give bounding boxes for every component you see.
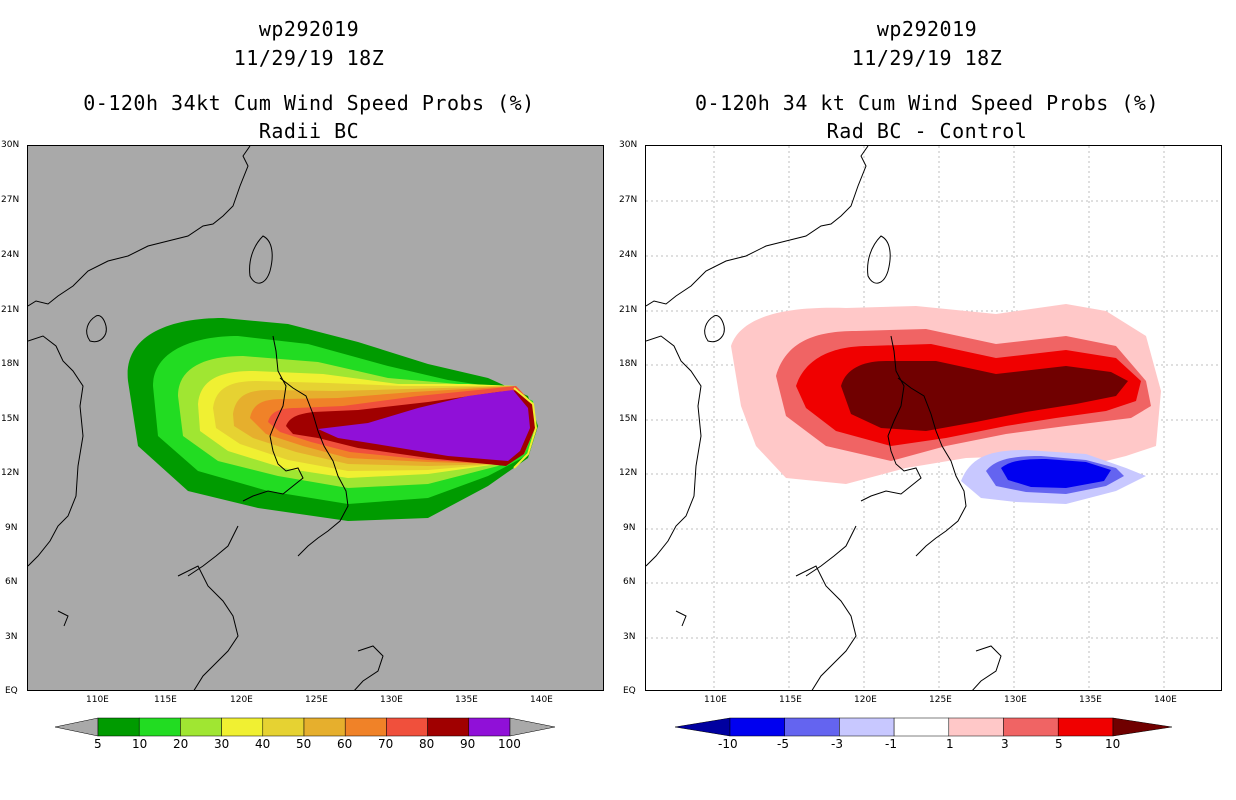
left-lat-label: 3N — [5, 632, 18, 642]
left-cb-label: 20 — [173, 737, 189, 751]
right-cb-label: -10 — [718, 737, 738, 751]
colorbar-swatch — [180, 717, 222, 737]
right-datetime: 11/29/19 18Z — [851, 46, 1003, 70]
left-cb-label: 100 — [498, 737, 521, 751]
colorbar-swatch — [1003, 717, 1059, 737]
right-lon-label: 120E — [854, 695, 877, 705]
left-lat-label: 9N — [5, 523, 18, 533]
right-lat-label: 18N — [619, 359, 638, 369]
right-map — [645, 145, 1222, 691]
right-lat-label: 21N — [619, 305, 638, 315]
colorbar-swatch — [784, 717, 840, 737]
left-cb-label: 5 — [94, 737, 102, 751]
colorbar-swatch — [729, 717, 785, 737]
left-subtitle: Radii BC — [258, 119, 360, 143]
right-cb-label: -3 — [831, 737, 843, 751]
colorbar-swatch — [948, 717, 1004, 737]
left-colorbar — [55, 712, 560, 762]
left-lon-label: 125E — [305, 695, 328, 705]
left-cb-label: 90 — [460, 737, 476, 751]
left-lat-label: 27N — [1, 195, 20, 205]
left-storm-id: wp292019 — [258, 17, 360, 41]
colorbar-swatch — [97, 717, 140, 737]
left-cb-label: 80 — [419, 737, 435, 751]
left-lon-label: 110E — [86, 695, 109, 705]
right-lat-label: 6N — [623, 577, 636, 587]
right-subtitle: Rad BC - Control — [826, 119, 1028, 143]
left-cb-label: 10 — [132, 737, 148, 751]
colorbar-swatch — [138, 717, 181, 737]
colorbar-swatch — [303, 717, 346, 737]
right-lat-label: 27N — [619, 195, 638, 205]
right-cb-label: 3 — [1001, 737, 1009, 751]
left-lat-label: 24N — [1, 250, 20, 260]
left-panel: wp292019 11/29/19 18Z 0-120h 34kt Cum Wi… — [1, 17, 604, 762]
left-cb-label: 60 — [337, 737, 353, 751]
colorbar-swatch — [262, 717, 305, 737]
colorbar-swatch — [893, 717, 950, 737]
left-map — [27, 145, 604, 691]
left-cb-label: 30 — [214, 737, 230, 751]
difference-contours — [731, 304, 1161, 504]
right-lon-label: 140E — [1154, 695, 1177, 705]
right-lat-label: 3N — [623, 632, 636, 642]
right-cb-label: -5 — [777, 737, 789, 751]
left-cb-label: 70 — [378, 737, 394, 751]
right-lon-label: 125E — [929, 695, 952, 705]
colorbar-swatch — [1057, 717, 1114, 737]
right-lon-label: 110E — [704, 695, 727, 705]
right-lat-label: 24N — [619, 250, 638, 260]
right-panel: wp292019 11/29/19 18Z 0-120h 34 kt Cum W… — [618, 0, 1236, 800]
right-lon-label: 115E — [779, 695, 802, 705]
left-lon-label: 120E — [230, 695, 253, 705]
left-lat-label: 6N — [5, 577, 18, 587]
left-lat-label: 15N — [1, 414, 20, 424]
colorbar-swatch — [839, 717, 895, 737]
right-cb-label: 1 — [946, 737, 954, 751]
colorbar-swatch — [386, 717, 428, 737]
colorbar-swatch — [468, 717, 511, 737]
right-title: 0-120h 34 kt Cum Wind Speed Probs (%) — [694, 91, 1160, 115]
right-storm-id: wp292019 — [876, 17, 978, 41]
left-lon-label: 135E — [455, 695, 478, 705]
right-lat-label: 15N — [619, 414, 638, 424]
right-lat-label: 9N — [623, 523, 636, 533]
left-lon-label: 115E — [154, 695, 177, 705]
right-lat-label: EQ — [623, 686, 636, 696]
right-colorbar — [675, 712, 1175, 762]
left-lat-label: 18N — [1, 359, 20, 369]
right-lat-label: 12N — [619, 468, 638, 478]
coastlines — [646, 146, 1002, 690]
colorbar-swatch — [427, 717, 470, 737]
coastlines — [28, 146, 384, 690]
left-cb-label: 40 — [255, 737, 271, 751]
left-cb-label: 50 — [296, 737, 312, 751]
left-datetime: 11/29/19 18Z — [233, 46, 385, 70]
right-cb-label: 10 — [1105, 737, 1121, 751]
left-lat-label: EQ — [5, 686, 18, 696]
left-lat-label: 21N — [1, 305, 20, 315]
left-lat-label: 12N — [1, 468, 20, 478]
right-cb-label: 5 — [1055, 737, 1063, 751]
left-lat-label: 30N — [1, 140, 20, 150]
right-cb-label: -1 — [885, 737, 897, 751]
left-lon-label: 140E — [530, 695, 553, 705]
colorbar-swatch — [221, 717, 264, 737]
left-title: 0-120h 34kt Cum Wind Speed Probs (%) — [83, 91, 535, 115]
right-lon-label: 130E — [1004, 695, 1027, 705]
right-lat-label: 30N — [619, 140, 638, 150]
wind-probability-contours — [127, 318, 538, 521]
colorbar-swatch — [344, 717, 387, 737]
right-lon-label: 135E — [1079, 695, 1102, 705]
left-lon-label: 130E — [380, 695, 403, 705]
grid-lines — [646, 146, 1221, 690]
